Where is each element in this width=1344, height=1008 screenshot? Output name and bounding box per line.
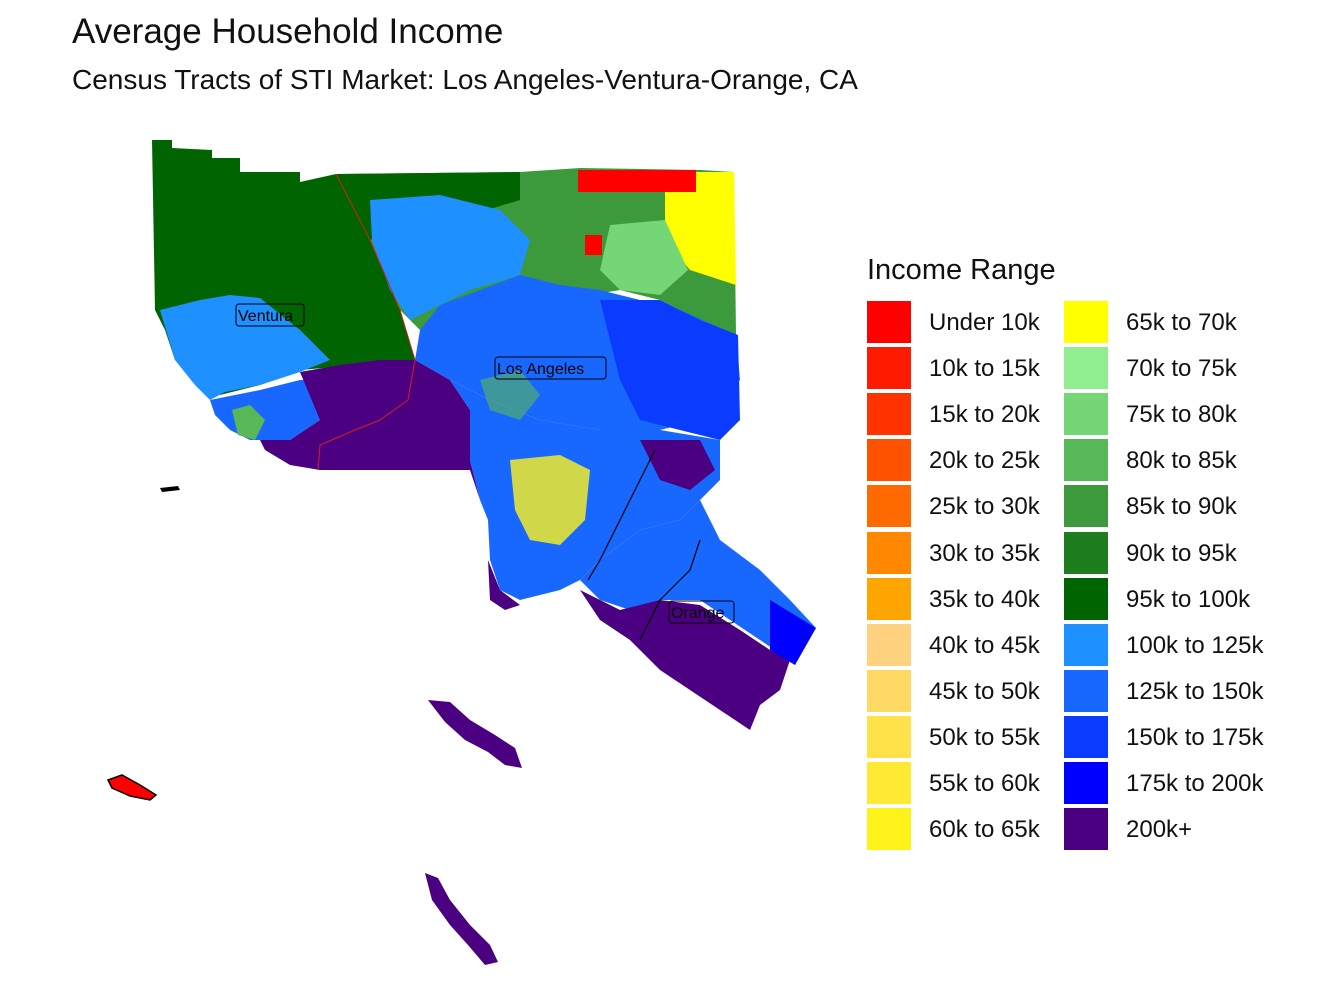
- region-la-east-blue: [600, 300, 740, 440]
- legend-label: 150k to 175k: [1126, 723, 1264, 751]
- place-label-los-angeles: Los Angeles: [494, 356, 607, 380]
- legend-swatch: [1064, 762, 1108, 804]
- county-boundary-la-orange: [587, 449, 701, 641]
- legend-swatch: [1064, 393, 1108, 436]
- county-boundary-ventura-la: [317, 173, 416, 471]
- svg-text:Los Angeles: Los Angeles: [497, 361, 584, 378]
- region-ventura-green: [232, 405, 265, 440]
- legend-label: 175k to 200k: [1126, 770, 1264, 797]
- map-title: Average Household Income: [72, 12, 504, 51]
- svg-text:Ventura: Ventura: [238, 308, 293, 325]
- legend-swatch: [867, 669, 911, 712]
- island-san-clemente: [425, 873, 498, 965]
- region-la-yellow: [665, 172, 736, 285]
- region-la-basin-yellow: [510, 455, 590, 545]
- island-anacapa: [160, 486, 180, 492]
- legend-label: 60k to 65k: [929, 816, 1040, 844]
- legend-label: 200k+: [1126, 816, 1193, 844]
- legend-swatch: [867, 531, 911, 574]
- legend-swatch: [1064, 577, 1108, 620]
- region-la-antelope-blue: [370, 195, 530, 320]
- region-la-red-top: [578, 170, 696, 192]
- legend-swatch: [867, 301, 911, 343]
- legend-label: 50k to 55k: [929, 723, 1040, 751]
- legend-swatch: [867, 485, 911, 528]
- legend-label: 80k to 85k: [1126, 447, 1237, 475]
- island-san-nicolas: [106, 774, 158, 801]
- legend-swatch: [867, 808, 911, 851]
- legend-label: 55k to 60k: [929, 770, 1040, 797]
- region-palos-verdes: [488, 560, 520, 610]
- legend-swatch: [1064, 485, 1108, 528]
- legend-label: 100k to 125k: [1126, 631, 1264, 659]
- legend-swatch: [867, 715, 911, 758]
- legend-label: 25k to 30k: [929, 493, 1040, 521]
- legend-label: 40k to 45k: [929, 631, 1040, 659]
- legend-label: 65k to 70k: [1126, 309, 1237, 336]
- legend-label: 70k to 75k: [1126, 355, 1237, 383]
- legend-swatch: [1064, 808, 1108, 851]
- legend-label: 35k to 40k: [929, 585, 1040, 613]
- legend-swatch: [867, 762, 911, 804]
- place-label-ventura: Ventura: [235, 303, 305, 327]
- region-la-lightgreen: [600, 220, 688, 295]
- legend-label: 10k to 15k: [929, 355, 1040, 383]
- place-label-orange: Orange: [668, 600, 735, 624]
- legend-swatch: [1064, 301, 1108, 343]
- region-la-basin-green: [480, 370, 540, 420]
- legend-label: Under 10k: [929, 309, 1040, 336]
- region-la-basin-purple-east: [640, 440, 715, 490]
- legend-swatch: [867, 347, 911, 390]
- region-orange-north: [580, 500, 816, 660]
- legend-label: 45k to 50k: [929, 677, 1040, 705]
- legend-swatch: [867, 577, 911, 620]
- region-la-red-spot: [585, 235, 602, 255]
- legend-swatch: [1064, 531, 1108, 574]
- island-santa-catalina: [428, 700, 522, 768]
- legend-label: 75k to 80k: [1126, 401, 1237, 429]
- region-orange-east-blue: [770, 600, 816, 665]
- region-ventura-south: [160, 295, 330, 400]
- legend-label: 90k to 95k: [1126, 539, 1237, 567]
- region-orange-south-purple: [580, 590, 790, 730]
- legend-swatch: [1064, 347, 1108, 390]
- legend-label: 30k to 35k: [929, 539, 1040, 567]
- svg-text:Orange: Orange: [671, 605, 724, 622]
- legend-label: 85k to 90k: [1126, 493, 1237, 521]
- legend-swatch: [867, 439, 911, 482]
- legend-swatch: [1064, 669, 1108, 712]
- region-la-west-purple: [260, 360, 480, 500]
- legend-label: 125k to 150k: [1126, 677, 1264, 705]
- legend-swatch: [1064, 715, 1108, 758]
- legend-swatch: [1064, 623, 1108, 666]
- map-subtitle: Census Tracts of STI Market: Los Angeles…: [72, 64, 858, 95]
- legend-swatch: [867, 393, 911, 436]
- legend-label: 20k to 25k: [929, 447, 1040, 475]
- legend-title: Income Range: [867, 254, 1056, 286]
- choropleth-map: Ventura Los Angeles Orange: [106, 140, 816, 965]
- legend-label: 15k to 20k: [929, 401, 1040, 429]
- legend-swatch: [1064, 439, 1108, 482]
- legend-swatch: [867, 623, 911, 666]
- legend-label: 95k to 100k: [1126, 585, 1251, 613]
